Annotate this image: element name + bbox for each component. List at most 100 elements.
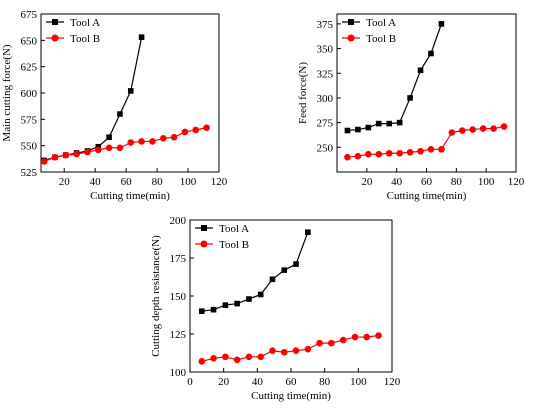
x-tick-label: 40 xyxy=(90,176,102,188)
data-point xyxy=(127,88,134,94)
y-tick-label: 325 xyxy=(317,68,334,80)
data-point xyxy=(344,153,351,161)
x-axis-title: Cutting time(min) xyxy=(90,190,170,202)
data-point xyxy=(198,308,205,314)
legend-label: Tool B xyxy=(219,239,249,251)
data-point xyxy=(305,229,311,235)
y-tick-label: 300 xyxy=(317,93,334,105)
data-point xyxy=(257,291,264,298)
data-point xyxy=(396,119,403,126)
legend-label: Tool A xyxy=(366,17,396,29)
data-point xyxy=(293,261,299,267)
data-point xyxy=(280,348,288,356)
data-point xyxy=(339,336,347,344)
data-point xyxy=(479,125,487,132)
data-point xyxy=(149,138,156,145)
data-point xyxy=(396,149,403,157)
series-line xyxy=(347,23,442,132)
y-axis-title: Cutting depth resistance(N) xyxy=(150,235,162,357)
data-point xyxy=(234,300,240,307)
y-tick-label: 625 xyxy=(21,62,38,74)
y-tick-label: 525 xyxy=(21,167,38,179)
legend-label: Tool B xyxy=(70,33,100,45)
data-point xyxy=(406,148,414,156)
data-point xyxy=(181,128,189,136)
data-point xyxy=(328,339,335,347)
data-point xyxy=(105,144,113,152)
series-line xyxy=(201,231,309,312)
data-point xyxy=(385,149,393,157)
x-tick-label: 20 xyxy=(218,376,230,388)
data-point xyxy=(363,333,371,341)
x-axis-title: Cutting time(min) xyxy=(251,390,331,402)
data-point xyxy=(427,145,435,153)
data-point xyxy=(127,139,135,146)
x-tick-label: 80 xyxy=(451,176,463,188)
data-point xyxy=(365,150,372,158)
legend-entry: Tool A xyxy=(342,17,396,29)
series-line xyxy=(201,334,379,362)
x-tick-label: 40 xyxy=(391,176,403,188)
data-point xyxy=(245,353,253,361)
data-point xyxy=(375,332,382,339)
data-point xyxy=(281,267,288,273)
x-tick-label: 40 xyxy=(252,376,264,388)
data-point xyxy=(490,125,497,132)
data-point xyxy=(116,144,124,152)
data-point xyxy=(73,150,80,158)
y-tick-label: 375 xyxy=(317,19,334,31)
data-point xyxy=(500,123,508,130)
series-tool-a xyxy=(198,229,311,314)
data-point xyxy=(117,111,123,117)
data-point xyxy=(304,345,312,353)
legend-marker xyxy=(201,225,207,231)
data-point xyxy=(198,358,206,365)
chart-1: 20 40 60 80 100 120 525 550 575 600 625 650 675 Cutti… xyxy=(1,9,228,202)
data-point xyxy=(438,145,445,153)
x-tick-label: 120 xyxy=(211,176,228,188)
legend-label: Tool B xyxy=(366,33,396,45)
legend-marker xyxy=(52,19,58,25)
data-point xyxy=(269,347,276,355)
data-point xyxy=(138,34,145,40)
series-line xyxy=(43,37,143,161)
legend-label: Tool A xyxy=(219,223,249,235)
data-point xyxy=(417,67,424,74)
y-tick-label: 350 xyxy=(317,44,334,56)
data-point xyxy=(222,302,229,308)
data-point xyxy=(257,353,265,361)
x-tick-label: 60 xyxy=(121,176,133,188)
y-tick-label: 650 xyxy=(21,35,38,47)
legend-entry: Tool B xyxy=(46,33,100,45)
legend-entry: Tool A xyxy=(195,223,249,235)
data-point xyxy=(365,124,372,131)
data-point xyxy=(222,353,229,361)
data-point xyxy=(106,134,112,141)
data-point xyxy=(210,306,217,313)
legend-entry: Tool A xyxy=(46,17,100,29)
data-point xyxy=(375,120,382,127)
y-tick-label: 175 xyxy=(170,253,187,265)
series-line xyxy=(347,125,505,158)
data-point xyxy=(62,151,70,159)
series-line xyxy=(43,127,207,163)
data-point xyxy=(448,129,456,136)
y-axis-title: Main cutting force(N) xyxy=(1,44,13,141)
data-point xyxy=(407,95,413,101)
x-tick-label: 60 xyxy=(421,176,433,188)
data-point xyxy=(386,120,393,127)
series-tool-a xyxy=(344,21,445,134)
x-tick-label: 80 xyxy=(152,176,164,188)
x-tick-label: 100 xyxy=(478,176,495,188)
data-point xyxy=(355,126,361,133)
y-tick-label: 600 xyxy=(21,88,38,100)
y-tick-label: 200 xyxy=(170,215,187,227)
data-point xyxy=(192,126,200,134)
x-axis-title: Cutting time(min) xyxy=(387,190,467,202)
y-tick-label: 250 xyxy=(317,142,334,154)
legend-label: Tool A xyxy=(70,17,100,29)
data-point xyxy=(210,355,217,362)
y-tick-label: 100 xyxy=(170,367,187,379)
chart-3: 0 20 40 60 80 100 120 100 125 150 175 200 Cutting ti… xyxy=(150,215,401,402)
